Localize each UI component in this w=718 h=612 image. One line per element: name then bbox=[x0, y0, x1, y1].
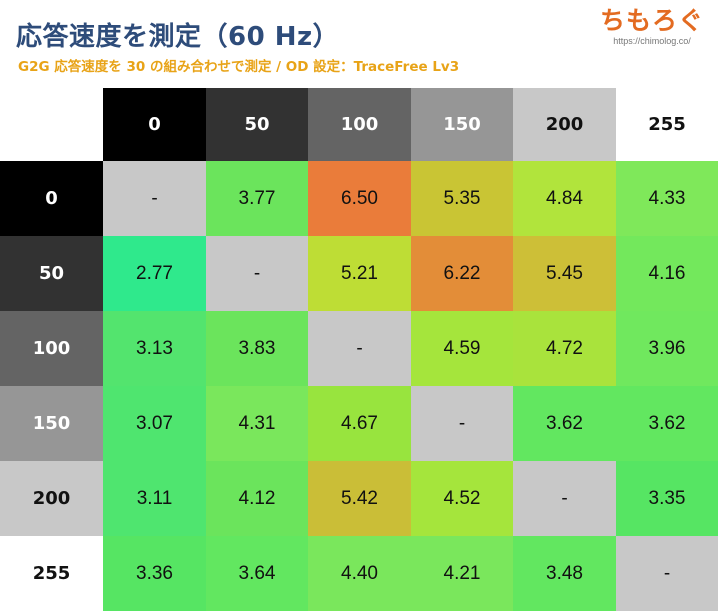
chart-title: 応答速度を測定（60 Hz） bbox=[16, 22, 340, 52]
heatmap-cell-0-255: 4.33 bbox=[615, 161, 718, 236]
row-header-0: 0 bbox=[0, 161, 103, 236]
column-header-200: 200 bbox=[513, 88, 616, 161]
heatmap-cell-200-150: 4.52 bbox=[410, 461, 514, 536]
heatmap-cell-100-200: 4.72 bbox=[513, 311, 616, 386]
heatmap-cell-200-50: 4.12 bbox=[205, 461, 309, 536]
heatmap-cell-0-50: 3.77 bbox=[205, 161, 309, 236]
row-header-50: 50 bbox=[0, 236, 103, 311]
heatmap-cell-50-200: 5.45 bbox=[513, 236, 616, 311]
heatmap-cell-255-150: 4.21 bbox=[410, 536, 514, 611]
heatmap-cell-100-0: 3.13 bbox=[103, 311, 206, 386]
column-header-50: 50 bbox=[205, 88, 309, 161]
heatmap-cell-200-100: 5.42 bbox=[308, 461, 411, 536]
row-header-200: 200 bbox=[0, 461, 103, 536]
row-header-150: 150 bbox=[0, 386, 103, 461]
heatmap-cell-200-200: - bbox=[513, 461, 616, 536]
chart-header: 応答速度を測定（60 Hz） G2G 応答速度を 30 の組み合わせで測定 / … bbox=[0, 0, 718, 88]
heatmap-cell-200-255: 3.35 bbox=[615, 461, 718, 536]
chart-subtitle: G2G 応答速度を 30 の組み合わせで測定 / OD 設定：TraceFree… bbox=[18, 59, 460, 75]
heatmap-cell-50-255: 4.16 bbox=[615, 236, 718, 311]
row-header-100: 100 bbox=[0, 311, 103, 386]
heatmap-cell-50-0: 2.77 bbox=[103, 236, 206, 311]
heatmap-cell-255-50: 3.64 bbox=[205, 536, 309, 611]
heatmap-cell-200-0: 3.11 bbox=[103, 461, 206, 536]
heatmap-cell-150-50: 4.31 bbox=[205, 386, 309, 461]
heatmap-cell-150-0: 3.07 bbox=[103, 386, 206, 461]
heatmap-cell-255-100: 4.40 bbox=[308, 536, 411, 611]
column-header-150: 150 bbox=[410, 88, 514, 161]
column-header-255: 255 bbox=[615, 88, 718, 161]
heatmap-cell-255-200: 3.48 bbox=[513, 536, 616, 611]
heatmap-cell-0-150: 5.35 bbox=[410, 161, 514, 236]
logo-name: ちもろぐ bbox=[599, 6, 704, 35]
heatmap-cell-0-200: 4.84 bbox=[513, 161, 616, 236]
heatmap-cell-50-50: - bbox=[205, 236, 309, 311]
heatmap-cell-50-150: 6.22 bbox=[410, 236, 514, 311]
row-header-255: 255 bbox=[0, 536, 103, 611]
column-header-0: 0 bbox=[103, 88, 206, 161]
site-logo: ちもろぐ https://chimolog.co/ bbox=[600, 6, 704, 47]
heatmap-cell-0-100: 6.50 bbox=[308, 161, 411, 236]
heatmap-cell-100-50: 3.83 bbox=[205, 311, 309, 386]
heatmap-cell-100-100: - bbox=[308, 311, 411, 386]
heatmap-cell-150-100: 4.67 bbox=[308, 386, 411, 461]
heatmap-grid: 0 50 100 150 200 255 0-3.77 6.50 5.35 4.84 4.33 50 2… bbox=[0, 88, 718, 612]
heatmap-cell-100-255: 3.96 bbox=[615, 311, 718, 386]
heatmap-cell-150-255: 3.62 bbox=[615, 386, 718, 461]
logo-url: https://chimolog.co/ bbox=[613, 36, 691, 46]
heatmap-cell-150-200: 3.62 bbox=[513, 386, 616, 461]
column-header-100: 100 bbox=[308, 88, 411, 161]
heatmap-cell-255-0: 3.36 bbox=[103, 536, 206, 611]
heatmap-cell-255-255: - bbox=[615, 536, 718, 611]
heatmap-cell-50-100: 5.21 bbox=[308, 236, 411, 311]
corner-cell bbox=[0, 88, 103, 161]
heatmap-cell-150-150: - bbox=[410, 386, 514, 461]
heatmap-cell-100-150: 4.59 bbox=[410, 311, 514, 386]
heatmap-cell-0-0: - bbox=[103, 161, 206, 236]
